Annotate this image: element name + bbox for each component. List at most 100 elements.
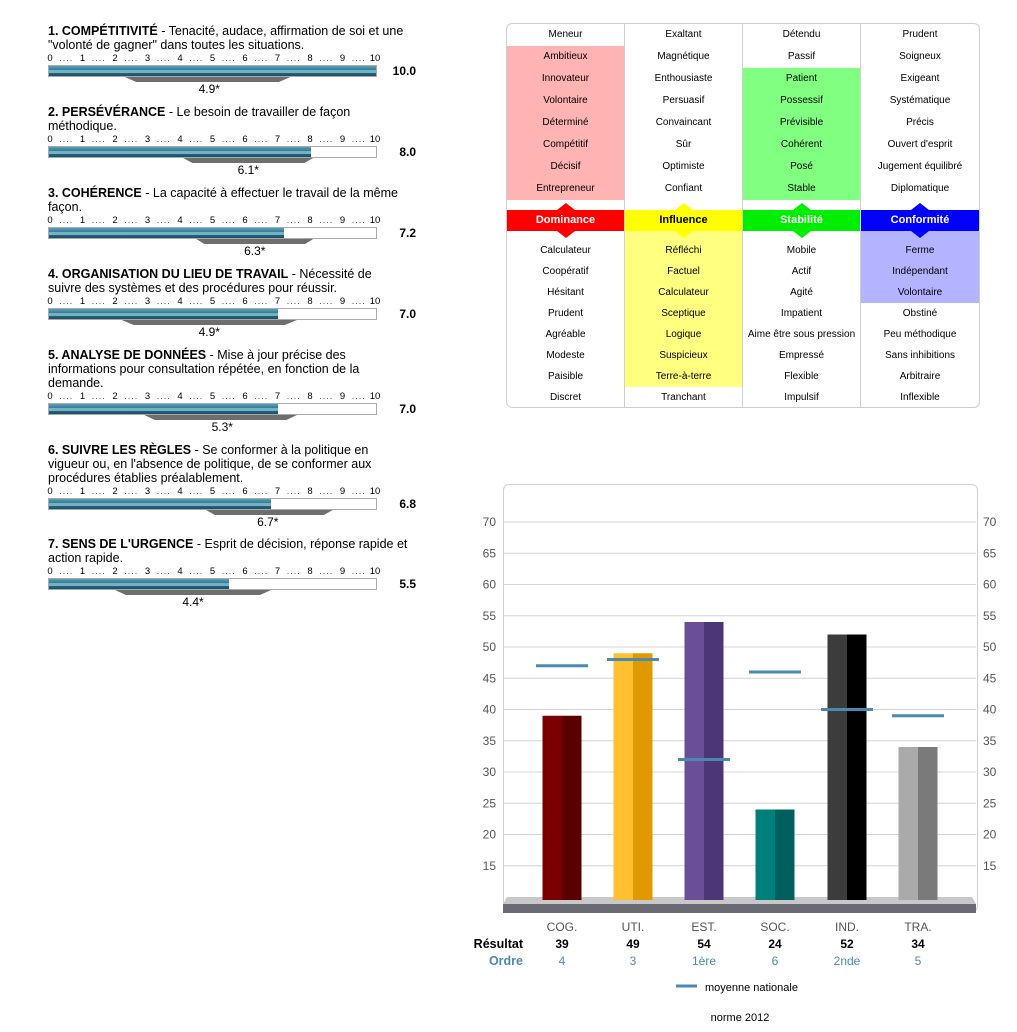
- scale-tick: 7: [274, 296, 281, 307]
- scale-tick: 9: [339, 53, 346, 64]
- norm-value: 6.7*: [257, 515, 279, 529]
- scale-tick: 10: [369, 296, 381, 307]
- result-value: 52: [840, 937, 854, 951]
- norm-band: [48, 590, 378, 596]
- bar-shade: [775, 809, 795, 900]
- scale-tick: 10: [369, 134, 381, 145]
- disc-column-dominance: Meneur Ambitieux Innovateur Volontaire Déter…: [507, 24, 625, 407]
- competency-description: - Le besoin de travailler de façon métho…: [48, 105, 351, 133]
- disc-word: Magnétique: [657, 51, 710, 62]
- y-tick-label-right: 60: [983, 578, 997, 592]
- y-tick-label-right: 20: [983, 828, 997, 842]
- scale-dots: ....: [221, 215, 236, 225]
- scale-tick: 4: [177, 296, 183, 307]
- disc-header: Influence: [625, 210, 742, 231]
- scale-dots: ....: [59, 486, 74, 496]
- competency-description: - La capacité à effectuer le travail de …: [48, 186, 398, 214]
- disc-word: Prudent: [547, 308, 584, 319]
- norm-value: 4.9*: [198, 82, 220, 96]
- y-tick-label-left: 50: [483, 640, 497, 654]
- disc-word: Prudent: [902, 29, 938, 40]
- scale-dots: ....: [91, 296, 106, 306]
- scale-tick: 4: [177, 53, 183, 64]
- disc-word: Diplomatique: [890, 183, 950, 194]
- y-tick-label-right: 70: [983, 515, 997, 529]
- score-value: 7.2: [399, 226, 416, 240]
- order-value: 6: [772, 954, 779, 968]
- disc-highlight: [625, 230, 742, 387]
- scale-dots: ....: [221, 296, 236, 306]
- disc-word: Possessif: [780, 95, 823, 106]
- disc-word: Compétitif: [542, 139, 588, 150]
- scale-dots: ....: [124, 53, 139, 63]
- score-bar: [48, 227, 377, 239]
- disc-word: Jugement équilibré: [877, 161, 963, 172]
- score-value: 6.8: [399, 497, 416, 511]
- scale-dots: ....: [156, 134, 171, 144]
- scale-tick: 10: [369, 53, 381, 64]
- scale-dots: ....: [221, 391, 236, 401]
- disc-word: Déterminé: [542, 117, 589, 128]
- disc-word: Peu méthodique: [883, 329, 957, 340]
- disc-word: Convaincant: [655, 117, 712, 128]
- competency-title: 3. COHÉRENCE - La capacité à effectuer l…: [48, 186, 408, 214]
- scale-dots: ....: [189, 566, 204, 576]
- row-label-result: Résultat: [474, 937, 524, 951]
- disc-highlight: [743, 68, 860, 200]
- scale-tick: 1: [79, 486, 86, 497]
- disc-word: Calculateur: [540, 245, 591, 256]
- norm-band-shape: [196, 239, 314, 244]
- scale-dots: ....: [319, 566, 334, 576]
- order-value: 1ère: [692, 954, 716, 968]
- scale-tick: 0: [47, 296, 53, 307]
- disc-word: Impulsif: [784, 392, 819, 403]
- y-tick-label-left: 20: [483, 828, 497, 842]
- disc-word: Meneur: [548, 29, 583, 40]
- scale-dots: ....: [319, 486, 334, 496]
- disc-word: Enthousiaste: [654, 73, 713, 84]
- norm-band: [48, 415, 378, 421]
- scale-tick: 4: [177, 566, 183, 577]
- norm-band-shape: [144, 415, 297, 420]
- norm-label-row: 4.4*: [48, 595, 378, 609]
- row-label-order: Ordre: [489, 954, 523, 968]
- disc-header: Stabilité: [743, 210, 860, 231]
- norm-value: 4.4*: [182, 595, 204, 609]
- disc-word: Systématique: [889, 95, 951, 106]
- scale-tick: 1: [79, 391, 86, 402]
- norm-label-row: 4.9*: [48, 82, 378, 96]
- scale-tick: 5: [209, 391, 216, 402]
- scale-dots: ....: [319, 134, 334, 144]
- norm-band: [48, 77, 378, 83]
- scale-dots: ....: [319, 296, 334, 306]
- disc-word: Posé: [790, 161, 813, 172]
- competency-5: 5. ANALYSE DE DONNÉES - Mise à jour préc…: [47, 348, 416, 434]
- scale-tick: 5: [209, 296, 216, 307]
- y-tick-label-right: 50: [983, 640, 997, 654]
- competency-title: 1. COMPÉTITIVITÉ - Tenacité, audace, aff…: [48, 24, 408, 52]
- disc-word: Coopératif: [542, 266, 589, 277]
- disc-word: Cohérent: [780, 139, 823, 150]
- scale-dots: ....: [156, 296, 171, 306]
- disc-highlight: [507, 46, 624, 200]
- disc-word: Aime être sous pression: [747, 329, 856, 340]
- scale-tick: 8: [307, 215, 313, 226]
- scale-tick: 0: [47, 134, 53, 145]
- y-tick-label-left: 25: [483, 796, 497, 810]
- scale-dots: ....: [124, 566, 139, 576]
- scale: 0.... 1.... 2.... 3.... 4.... 5.... 6.... 7....…: [47, 53, 381, 65]
- scale-tick: 5: [209, 566, 216, 577]
- bar-shade: [918, 747, 938, 900]
- scale-tick: 7: [274, 53, 281, 64]
- scale-dots: ....: [156, 391, 171, 401]
- scale-tick: 9: [339, 215, 346, 226]
- scale-dots: ....: [286, 53, 301, 63]
- scale-tick: 1: [79, 215, 86, 226]
- disc-word: Flexible: [784, 371, 819, 382]
- scale-dots: ....: [189, 486, 204, 496]
- scale-dots: ....: [59, 296, 74, 306]
- disc-word: Sûr: [675, 139, 692, 150]
- disc-word: Ambitieux: [543, 51, 588, 62]
- disc-word: Soigneux: [899, 51, 941, 62]
- bar-shade: [562, 715, 582, 900]
